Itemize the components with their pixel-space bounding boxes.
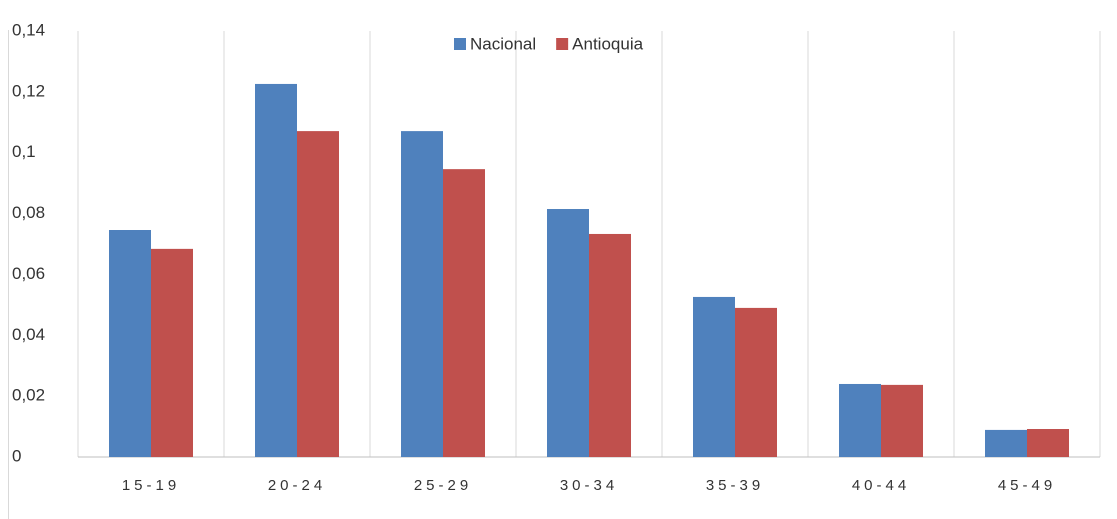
bar xyxy=(735,307,777,457)
y-tick-label: 0,06 xyxy=(12,264,45,283)
bar xyxy=(547,209,589,457)
bar xyxy=(589,233,631,457)
y-tick-label: 0,1 xyxy=(12,142,36,161)
x-tick-label: 45-49 xyxy=(998,477,1056,494)
bar xyxy=(839,383,881,457)
legend-label: Nacional xyxy=(470,34,536,53)
bar xyxy=(1027,429,1069,457)
bar xyxy=(443,169,485,457)
x-tick-label: 40-44 xyxy=(852,477,910,494)
y-tick-label: 0,14 xyxy=(12,20,45,39)
y-tick-label: 0,08 xyxy=(12,203,45,222)
bar xyxy=(881,384,923,457)
bar xyxy=(109,230,151,457)
bar xyxy=(693,296,735,457)
x-tick-label: 30-34 xyxy=(560,477,618,494)
bar xyxy=(151,248,193,457)
bar xyxy=(255,83,297,458)
x-tick-label: 20-24 xyxy=(268,477,326,494)
y-tick-label: 0,02 xyxy=(12,386,45,405)
bar xyxy=(297,131,339,458)
y-tick-label: 0,04 xyxy=(12,325,45,344)
legend-swatch xyxy=(454,38,466,50)
y-tick-label: 0 xyxy=(12,446,21,465)
bar xyxy=(401,131,443,458)
y-tick-label: 0,12 xyxy=(12,81,45,100)
x-tick-label: 25-29 xyxy=(414,477,472,494)
legend-label: Antioquia xyxy=(572,34,643,53)
x-tick-label: 15-19 xyxy=(122,477,180,494)
legend-swatch xyxy=(556,38,569,50)
bar xyxy=(985,429,1027,457)
x-tick-label: 35-39 xyxy=(706,477,764,494)
